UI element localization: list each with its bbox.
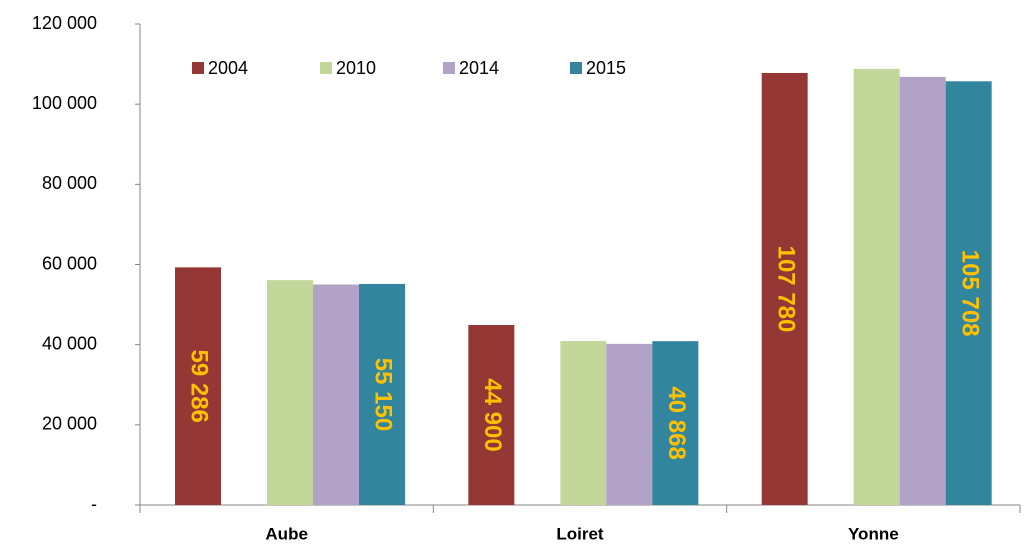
x-tick-label: Loiret	[556, 524, 604, 543]
bar	[652, 341, 699, 505]
bar	[267, 280, 313, 505]
legend-label: 2004	[208, 58, 248, 78]
bar	[175, 267, 221, 505]
legend-label: 2014	[459, 58, 499, 78]
legend-swatch	[570, 62, 582, 74]
value-label: 105 708	[956, 250, 983, 337]
value-label: 44 900	[479, 378, 506, 451]
value-label: 55 150	[370, 358, 397, 431]
legend-label: 2010	[336, 58, 376, 78]
value-label: 107 780	[772, 246, 799, 333]
legend-swatch	[192, 62, 204, 74]
legend-label: 2015	[586, 58, 626, 78]
bar	[761, 72, 808, 505]
y-tick-label: 40 000	[42, 333, 97, 353]
x-tick-label: Yonne	[848, 524, 899, 543]
bar	[945, 81, 992, 505]
y-tick-label: 80 000	[42, 173, 97, 193]
legend-swatch	[320, 62, 332, 74]
x-tick-label: Aube	[265, 524, 308, 543]
y-tick-label: 120 000	[32, 13, 97, 33]
bar	[899, 76, 946, 505]
value-label: 59 286	[186, 349, 213, 422]
bar	[313, 284, 359, 505]
value-label: 40 868	[663, 386, 690, 459]
legend-swatch	[443, 62, 455, 74]
bar	[560, 341, 607, 505]
bar	[853, 68, 900, 505]
bar	[468, 325, 515, 505]
y-tick-label: 20 000	[42, 414, 97, 434]
y-tick-label: -	[91, 494, 97, 514]
y-tick-label: 60 000	[42, 253, 97, 273]
y-tick-label: 100 000	[32, 93, 97, 113]
bar	[606, 343, 653, 505]
bar	[359, 283, 405, 505]
